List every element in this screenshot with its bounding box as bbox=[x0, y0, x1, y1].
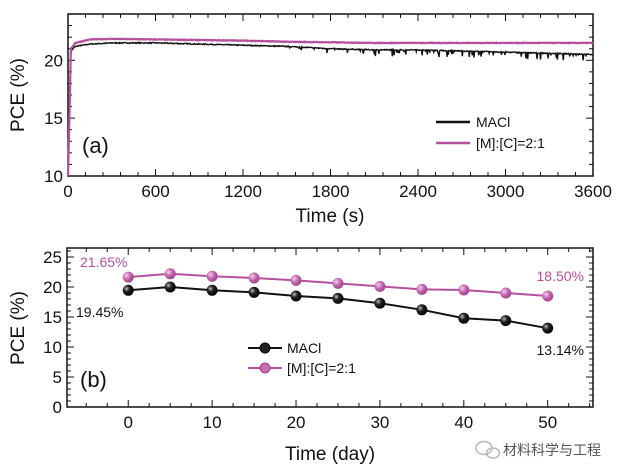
x-tick-label: 3000 bbox=[487, 182, 525, 201]
series-line-0 bbox=[67, 41, 593, 177]
y-tick-label: 5 bbox=[53, 368, 62, 387]
panel-b-xlabel: Time (day) bbox=[285, 444, 375, 465]
data-point-mc bbox=[164, 268, 176, 280]
x-tick-label: 3600 bbox=[574, 182, 612, 201]
x-tick-label: 40 bbox=[454, 413, 473, 432]
y-tick-label: 20 bbox=[43, 278, 62, 297]
x-tick-label: 0 bbox=[63, 182, 72, 201]
y-tick-label: 0 bbox=[53, 398, 62, 417]
x-tick-label: 1200 bbox=[224, 182, 262, 201]
panel-a: 0 600 1200 1800 2400 3000 3600 10 15 20 bbox=[44, 13, 612, 201]
y-tick-label: 15 bbox=[44, 109, 63, 128]
data-point-macl bbox=[374, 297, 386, 309]
data-point-macl bbox=[458, 312, 470, 324]
annotation-13.14: 13.14% bbox=[537, 342, 584, 358]
panel-b: 0 10 20 30 40 50 0 5 10 15 20 25 bbox=[43, 247, 594, 432]
legend-a-label-mc: [M]:[C]=2:1 bbox=[476, 135, 545, 151]
x-tick-label: 50 bbox=[538, 413, 557, 432]
data-point-mc bbox=[500, 287, 512, 299]
data-point-mc bbox=[542, 290, 554, 302]
legend-b-marker-macl bbox=[259, 342, 271, 354]
data-point-macl bbox=[290, 290, 302, 302]
data-point-macl bbox=[542, 322, 554, 334]
data-point-macl bbox=[206, 284, 218, 296]
plot-frame bbox=[66, 247, 594, 408]
data-point-mc bbox=[290, 274, 302, 286]
y-tick-label: 15 bbox=[43, 308, 62, 327]
y-tick-label: 20 bbox=[44, 51, 63, 70]
panel-b-ylabel: PCE (%) bbox=[8, 291, 29, 365]
data-point-mc bbox=[374, 280, 386, 292]
data-point-macl bbox=[332, 292, 344, 304]
legend-b-marker-mc bbox=[259, 362, 271, 374]
annotation-19.45: 19.45% bbox=[76, 304, 123, 320]
wechat-icon bbox=[475, 440, 501, 459]
x-tick-label: 1800 bbox=[312, 182, 350, 201]
data-point-mc bbox=[122, 271, 134, 283]
series-line-1 bbox=[66, 37, 594, 177]
y-tick-label: 10 bbox=[44, 167, 63, 186]
data-point-mc bbox=[458, 284, 470, 296]
legend-b-label-macl: MACl bbox=[287, 340, 321, 356]
data-point-mc bbox=[332, 277, 344, 289]
data-point-mc bbox=[416, 283, 428, 295]
watermark-text: 材料科学与工程 bbox=[503, 442, 601, 458]
legend-b-label-mc: [M]:[C]=2:1 bbox=[287, 360, 356, 376]
x-tick-label: 20 bbox=[287, 413, 306, 432]
annotation-21.65: 21.65% bbox=[80, 254, 127, 270]
panel-a-ylabel: PCE (%) bbox=[8, 58, 29, 132]
x-tick-label: 30 bbox=[370, 413, 389, 432]
y-tick-label: 25 bbox=[43, 248, 62, 267]
panel-a-label: (a) bbox=[82, 133, 109, 158]
annotation-18.50: 18.50% bbox=[537, 268, 584, 284]
x-tick-label: 600 bbox=[141, 182, 169, 201]
data-point-macl bbox=[248, 286, 260, 298]
data-point-macl bbox=[122, 284, 134, 296]
panel-a-xlabel: Time (s) bbox=[296, 206, 365, 227]
data-point-macl bbox=[164, 281, 176, 293]
legend-a-label-macl: MACl bbox=[476, 114, 510, 130]
x-tick-label: 10 bbox=[203, 413, 222, 432]
data-point-mc bbox=[206, 270, 218, 282]
data-point-macl bbox=[416, 304, 428, 316]
data-point-macl bbox=[500, 315, 512, 327]
y-tick-label: 10 bbox=[43, 338, 62, 357]
x-tick-label: 0 bbox=[124, 413, 133, 432]
panel-b-label: (b) bbox=[80, 367, 107, 392]
x-tick-label: 2400 bbox=[399, 182, 437, 201]
data-point-mc bbox=[248, 272, 260, 284]
